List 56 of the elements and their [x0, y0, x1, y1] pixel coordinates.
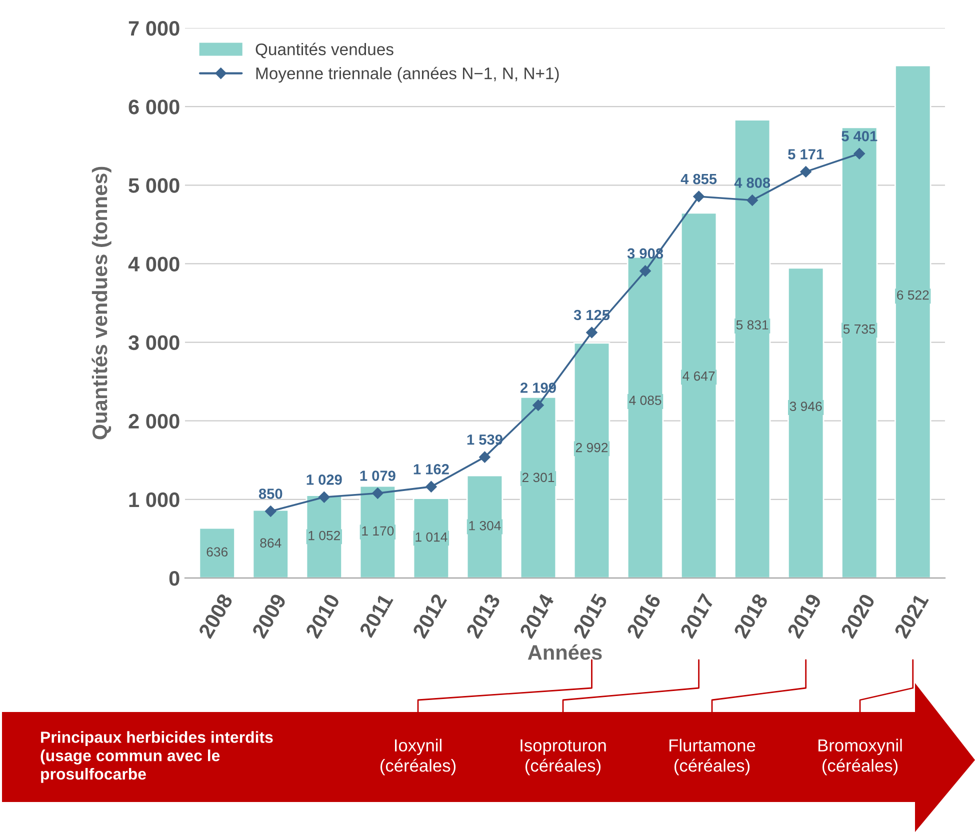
point — [426, 481, 437, 492]
point — [693, 190, 704, 202]
text: Principaux herbicides interdits (usage commun avec le prosulfocarbe — [40, 731, 273, 783]
y-tick-label: 1 000 — [129, 492, 180, 508]
legend-label: Quantités vendues — [256, 42, 394, 58]
data-label: 4 855 — [680, 174, 717, 184]
y-tick-label: 4 000 — [128, 256, 180, 272]
data-label: 1 079 — [360, 470, 396, 481]
data-label: 636 — [206, 547, 228, 557]
y-tick-label: 3 000 — [128, 335, 180, 350]
bar — [573, 342, 610, 578]
point — [532, 400, 544, 411]
text: Ioxynil (céréales) — [380, 738, 456, 776]
data-label: 2 301 — [522, 472, 554, 482]
y-tick-label: 0 — [169, 571, 180, 586]
point — [372, 488, 384, 499]
text: Flurtamone (céréales) — [670, 738, 756, 776]
data-label: 864 — [260, 538, 282, 548]
data-label: 1 014 — [416, 532, 448, 542]
data-label: 5 735 — [843, 324, 876, 334]
point — [318, 492, 330, 503]
data-label: 1 162 — [414, 464, 449, 474]
data-label: 3 946 — [790, 402, 822, 412]
text: Isoproturon (céréales) — [520, 739, 606, 776]
x-axis-title: Années — [528, 644, 602, 660]
text: Bromoxynil (céréales) — [818, 738, 902, 776]
point — [746, 194, 758, 206]
data-label: 4 647 — [682, 371, 715, 381]
bar — [520, 396, 557, 578]
y-tick-label: 5 000 — [128, 178, 180, 193]
bar — [680, 212, 718, 578]
bar — [894, 64, 932, 578]
data-label: 1 304 — [469, 520, 501, 530]
data-label: 5 171 — [788, 149, 824, 160]
point — [586, 326, 598, 338]
point — [640, 265, 651, 277]
legend-label: Moyenne triennale (années N−1, N, N+1) — [256, 66, 559, 83]
data-label: 5 831 — [736, 320, 768, 330]
bar — [841, 126, 878, 578]
data-label: 1 052 — [308, 530, 340, 540]
point — [800, 166, 812, 178]
y-tick-label: 2 000 — [128, 414, 180, 429]
y-tick-label: 6 000 — [128, 100, 180, 114]
bar — [787, 267, 824, 578]
data-label: 6 522 — [897, 290, 929, 300]
data-label: 4 085 — [629, 396, 662, 406]
data-label: 1 170 — [362, 526, 394, 536]
point — [265, 506, 276, 517]
point — [479, 451, 490, 463]
data-label: 1 029 — [306, 474, 342, 485]
data-label: 850 — [258, 488, 282, 499]
data-label: 2 992 — [576, 442, 608, 452]
y-tick-label: 7 000 — [128, 21, 180, 36]
y-axis-title: Quantités vendues (tonnes) — [92, 166, 112, 440]
point — [854, 148, 865, 160]
bar — [734, 119, 771, 578]
